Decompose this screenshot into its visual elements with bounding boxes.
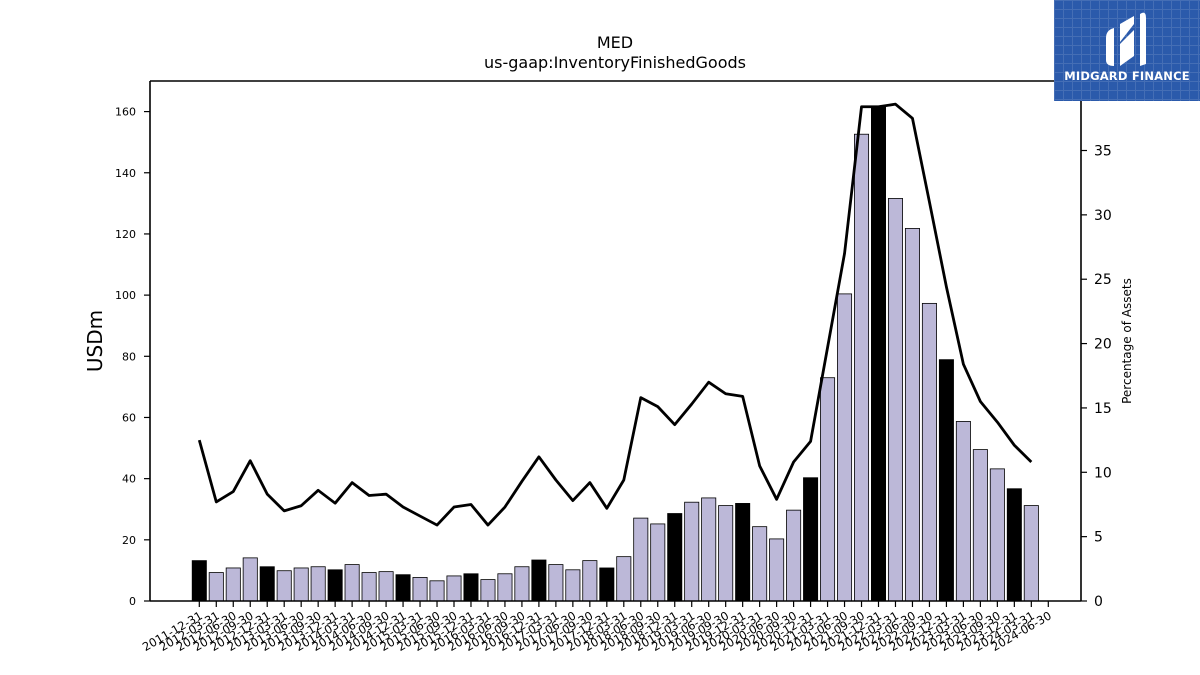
right-tick-label-0: 0: [1094, 594, 1103, 610]
bar-2018-06-30: [633, 517, 649, 602]
bar-2024-03-31: [1023, 505, 1039, 602]
left-tick-label-100: 100: [115, 289, 136, 302]
bar-2016-03-31: [480, 579, 496, 602]
bar-2022-09-30: [921, 302, 937, 602]
bar-2012-06-30: [225, 567, 241, 602]
percentage-of-assets-line: [197, 102, 1033, 527]
bar-2021-12-31: [871, 106, 887, 602]
bar-2012-03-31: [208, 572, 224, 602]
bar-2020-09-30: [786, 509, 802, 602]
bar-2021-09-30: [854, 133, 870, 602]
logo-text: MIDGARD FINANCE: [1064, 69, 1190, 83]
bar-2020-06-30: [769, 538, 785, 602]
bar-2013-03-31: [276, 570, 292, 602]
bar-2023-06-30: [972, 449, 988, 602]
bar-2016-12-31: [531, 559, 547, 602]
bar-2023-12-31: [1006, 488, 1022, 602]
right-tick-label-15: 15: [1094, 401, 1112, 417]
bar-2018-03-31: [616, 556, 632, 602]
bar-2018-09-30: [650, 523, 666, 602]
chart-subtitle: us-gaap:InventoryFinishedGoods: [484, 53, 746, 72]
left-tick-label-0: 0: [129, 595, 136, 608]
bar-2023-03-31: [955, 421, 971, 602]
right-tick-label-35: 35: [1094, 144, 1112, 160]
bar-2017-06-30: [565, 569, 581, 602]
y-axis-label: USDm: [83, 310, 107, 372]
bar-2019-09-30: [718, 505, 734, 602]
left-tick-label-60: 60: [122, 411, 136, 424]
left-tick-label-80: 80: [122, 350, 136, 363]
bar-2017-09-30: [582, 560, 598, 602]
bar-2022-06-30: [904, 228, 920, 602]
bar-2023-09-30: [989, 468, 1005, 602]
left-tick-label-120: 120: [115, 228, 136, 241]
bar-2015-06-30: [429, 580, 445, 602]
right-tick-label-10: 10: [1094, 465, 1112, 481]
bar-2014-03-31: [344, 564, 360, 602]
bar-2018-12-31: [667, 513, 683, 602]
right-tick-label-20: 20: [1094, 337, 1112, 353]
right-tick-label-30: 30: [1094, 208, 1112, 224]
bar-2022-12-31: [938, 359, 954, 602]
bar-2019-03-31: [684, 501, 700, 602]
bar-2020-03-31: [752, 526, 768, 602]
bar-2015-12-31: [463, 573, 479, 602]
left-tick-label-160: 160: [115, 106, 136, 119]
bar-2015-03-31: [412, 577, 428, 602]
right-tick-label-25: 25: [1094, 272, 1112, 288]
y2-axis-label: Percentage of Assets: [1120, 278, 1134, 404]
bar-2012-09-30: [242, 557, 258, 602]
bar-2019-12-31: [735, 503, 751, 602]
right-tick-label-5: 5: [1094, 530, 1103, 546]
bar-2021-06-30: [837, 293, 853, 602]
bar-2021-03-31: [820, 377, 836, 602]
midgard-finance-logo: MIDGARD FINANCE: [1054, 0, 1200, 101]
bar-2014-12-31: [395, 574, 411, 602]
chart-title: MED: [597, 33, 633, 52]
bar-2014-06-30: [361, 572, 377, 602]
bar-2014-09-30: [378, 571, 394, 602]
midgard-m-icon: [1106, 12, 1146, 67]
bar-2016-06-30: [497, 573, 513, 602]
bar-2013-09-30: [310, 566, 326, 602]
bar-2015-09-30: [446, 575, 462, 602]
left-tick-label-140: 140: [115, 167, 136, 180]
bar-2012-12-31: [259, 566, 275, 602]
bar-2022-03-31: [887, 198, 903, 602]
bar-2017-03-31: [548, 564, 564, 602]
bar-2020-12-31: [803, 477, 819, 602]
bar-2019-06-30: [701, 497, 717, 602]
bar-2013-12-31: [327, 569, 343, 602]
left-tick-label-20: 20: [122, 534, 136, 547]
bar-2017-12-31: [599, 567, 615, 602]
bar-2011-12-31: [191, 560, 207, 602]
bar-2013-06-30: [293, 567, 309, 602]
left-tick-label-40: 40: [122, 473, 136, 486]
bar-2016-09-30: [514, 566, 530, 602]
